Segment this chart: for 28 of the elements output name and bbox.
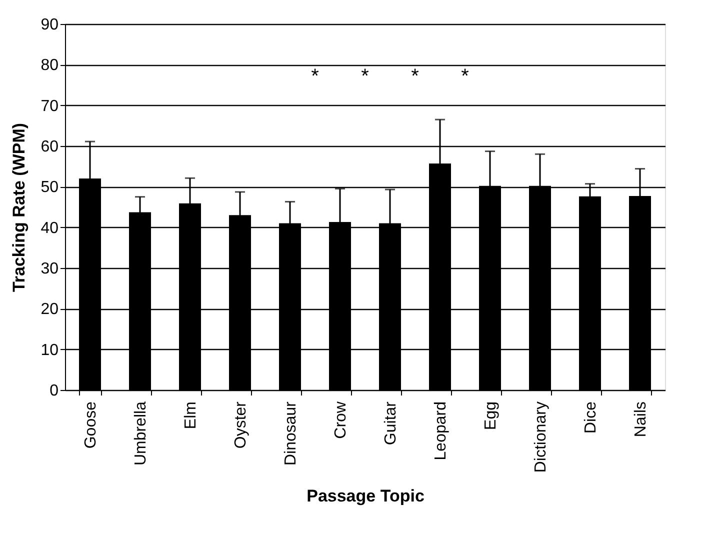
annotation: *	[411, 65, 420, 88]
x-tick-label: Umbrella	[132, 401, 150, 466]
y-tick-label: 60	[40, 138, 59, 156]
x-tick-label: Guitar	[382, 400, 400, 446]
x-tick-label: Nails	[632, 402, 650, 438]
x-tick-label: Dinosaur	[282, 400, 300, 466]
y-tick-label: 90	[40, 16, 59, 34]
x-tick-label: Leopard	[432, 402, 450, 460]
x-tick-label: Elm	[182, 402, 200, 430]
x-tick-label: Oyster	[232, 400, 250, 449]
x-tick-label: Dice	[582, 401, 600, 434]
y-tick-label: 40	[40, 220, 59, 237]
y-tick-label: 20	[40, 301, 59, 318]
y-tick-label: 50	[40, 179, 59, 196]
y-tick-label: 80	[40, 57, 59, 74]
y-tick-label: 10	[40, 342, 59, 359]
y-tick-label: 0	[50, 382, 59, 400]
annotation: *	[311, 65, 320, 88]
x-tick-label: Crow	[332, 401, 350, 439]
y-axis-title: Tracking Rate (WPM)	[10, 122, 29, 292]
annotation: *	[461, 65, 470, 88]
x-tick-label: Goose	[82, 401, 100, 449]
y-tick-label: 30	[40, 260, 59, 278]
x-axis-title: Passage Topic	[306, 486, 424, 506]
x-tick-label: Egg	[482, 402, 500, 430]
x-tick-label: Dictionary	[532, 402, 550, 473]
annotation: *	[361, 65, 370, 88]
y-tick-label: 70	[40, 98, 59, 115]
